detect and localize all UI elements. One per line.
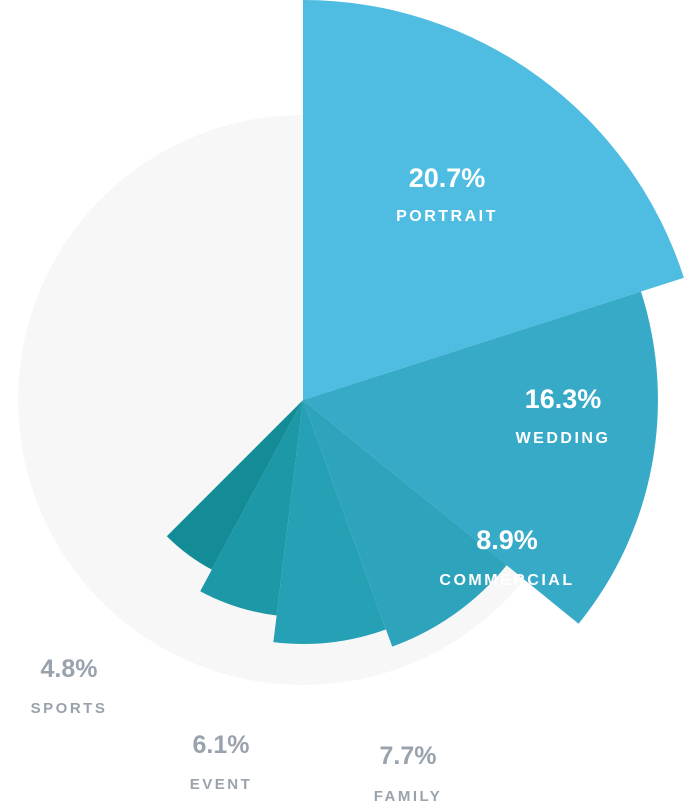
label-family: 7.7% FAMILY xyxy=(374,742,443,805)
slice-event[interactable] xyxy=(200,400,303,616)
label-portrait-value: 20.7% xyxy=(409,163,486,193)
label-commercial: 8.9% COMMERCIAL xyxy=(439,525,574,589)
label-event-category: EVENT xyxy=(190,776,253,793)
slice-wedding[interactable] xyxy=(303,291,658,624)
label-sports-category: SPORTS xyxy=(31,700,108,717)
label-commercial-category: COMMERCIAL xyxy=(439,572,574,589)
label-sports-value: 4.8% xyxy=(41,655,98,683)
slice-portrait[interactable] xyxy=(303,0,684,400)
slice-family[interactable] xyxy=(273,400,386,644)
label-family-value: 7.7% xyxy=(380,742,437,770)
label-wedding-value: 16.3% xyxy=(525,384,602,414)
slice-sports[interactable] xyxy=(166,400,303,570)
label-sports: 4.8% SPORTS xyxy=(31,655,108,717)
label-portrait-category: PORTRAIT xyxy=(396,208,498,225)
label-commercial-value: 8.9% xyxy=(476,525,538,555)
label-wedding-category: WEDDING xyxy=(516,430,611,447)
label-event: 6.1% EVENT xyxy=(190,731,253,793)
label-event-value: 6.1% xyxy=(193,731,250,759)
slice-commercial[interactable] xyxy=(303,400,507,647)
label-portrait: 20.7% PORTRAIT xyxy=(396,163,498,225)
label-family-category: FAMILY xyxy=(374,788,443,805)
label-wedding: 16.3% WEDDING xyxy=(516,384,611,447)
